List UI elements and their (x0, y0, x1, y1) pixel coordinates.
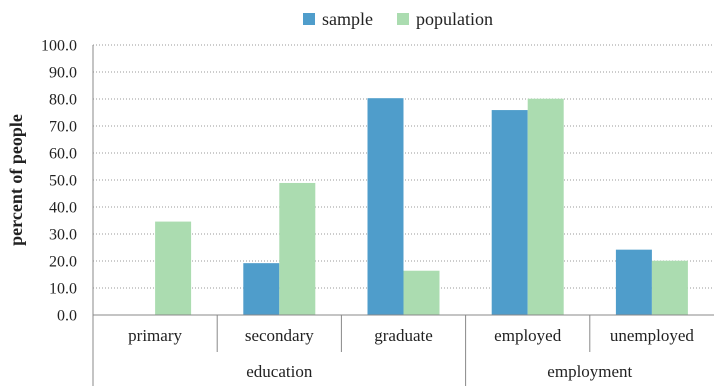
category-label-employed: employed (494, 326, 562, 345)
category-label-secondary: secondary (245, 326, 314, 345)
y-axis-ticks: 0.0 10.0 20.0 30.0 40.0 50.0 60.0 70.0 80.0 90.0 1… (41, 38, 77, 325)
legend-label-population: population (416, 9, 493, 29)
y-tick-label: 70.0 (49, 119, 77, 136)
legend: sample population (303, 9, 493, 29)
bars (155, 98, 688, 315)
bar-population-employed (527, 98, 564, 315)
bar-sample-employed (491, 110, 528, 315)
bar-sample-graduate (367, 98, 404, 315)
y-tick-label: 50.0 (49, 173, 77, 190)
category-label-unemployed: unemployed (610, 326, 695, 345)
y-tick-label: 100.0 (41, 38, 77, 55)
category-label-graduate: graduate (374, 326, 433, 345)
y-axis-label: percent of people (6, 114, 26, 246)
y-tick-label: 30.0 (49, 227, 77, 244)
group-label-employment: employment (547, 362, 632, 381)
y-tick-label: 40.0 (49, 200, 77, 217)
bar-population-graduate (403, 270, 440, 315)
legend-swatch-population (397, 13, 409, 25)
y-tick-label: 90.0 (49, 65, 77, 82)
bar-population-secondary (279, 182, 316, 315)
y-tick-label: 60.0 (49, 146, 77, 163)
bar-population-primary (155, 221, 192, 315)
category-label-primary: primary (128, 326, 182, 345)
x-axis: education employment primary secondary gradu… (92, 45, 714, 386)
y-tick-label: 0.0 (57, 308, 77, 325)
legend-label-sample: sample (322, 9, 373, 29)
y-tick-label: 20.0 (49, 254, 77, 271)
bar-population-unemployed (651, 260, 688, 315)
legend-swatch-sample (303, 13, 315, 25)
bar-sample-secondary (243, 263, 280, 315)
group-label-education: education (246, 362, 313, 381)
y-tick-label: 80.0 (49, 92, 77, 109)
y-tick-label: 10.0 (49, 281, 77, 298)
bar-sample-unemployed (615, 249, 652, 315)
